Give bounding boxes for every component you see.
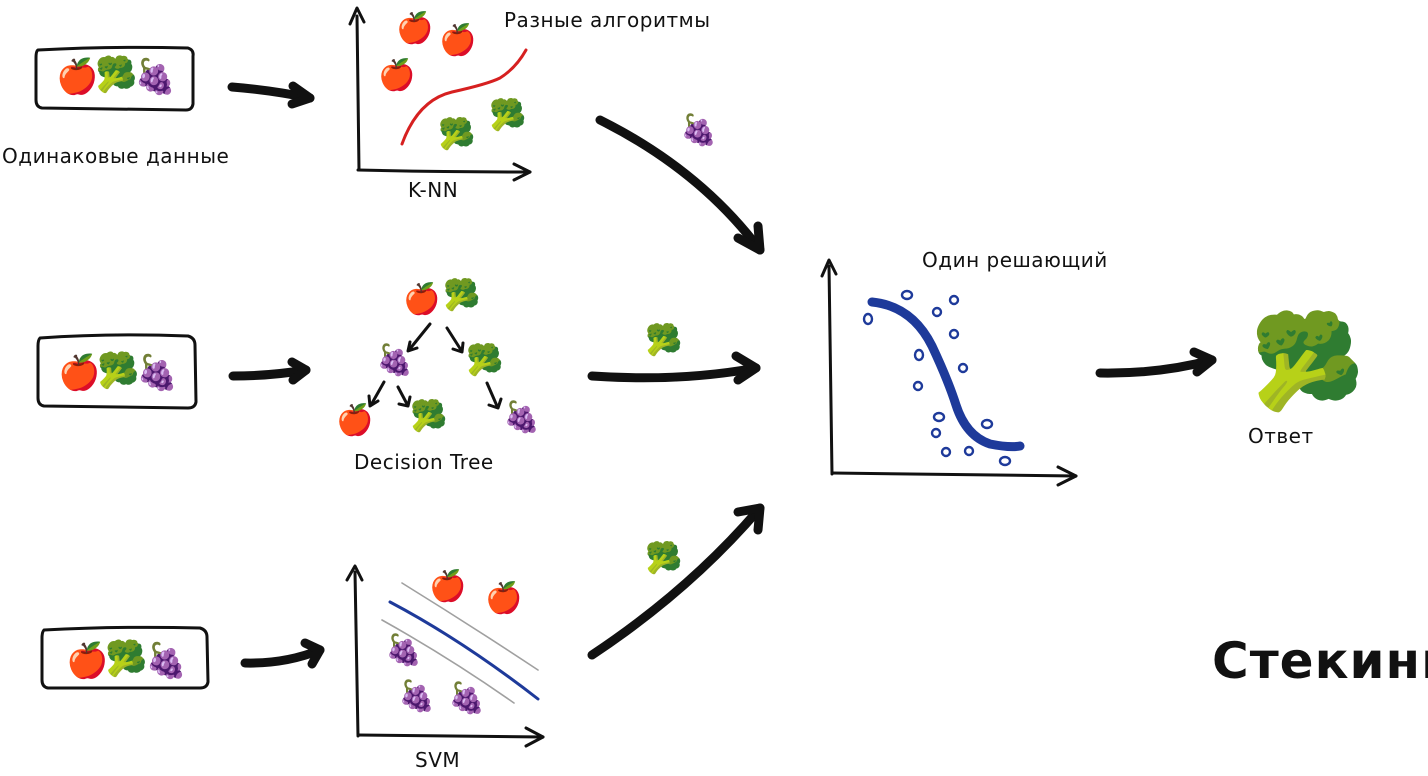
flow-arrow-data1-knn-head bbox=[287, 81, 315, 109]
meta-point bbox=[957, 362, 969, 374]
tree-arrow bbox=[369, 380, 386, 407]
grapes-icon: 🍇 bbox=[448, 681, 486, 716]
label-svm: SVM bbox=[415, 748, 461, 772]
knn-x-axis bbox=[356, 168, 532, 174]
apple-icon: 🍎 bbox=[336, 403, 374, 438]
meta-point bbox=[998, 455, 1012, 467]
apple-icon: 🍎 bbox=[429, 569, 467, 604]
meta-point bbox=[980, 418, 994, 430]
apple-icon: 🍎 bbox=[439, 23, 477, 58]
label-knn: K-NN bbox=[408, 178, 459, 202]
broccoli-icon: 🥦 bbox=[410, 399, 448, 434]
meta-point bbox=[930, 427, 942, 439]
flow-arrow-meta-answer bbox=[1095, 355, 1217, 378]
apple-icon: 🍎 bbox=[56, 57, 99, 97]
flow-arrow-tree-meta-head bbox=[731, 351, 761, 385]
tree-arrow bbox=[397, 395, 412, 408]
tree-arrow bbox=[487, 397, 503, 410]
meta-point bbox=[913, 348, 925, 362]
apple-icon: 🍎 bbox=[485, 581, 523, 616]
tree-arrow bbox=[445, 326, 463, 352]
meta-y-axis bbox=[827, 264, 834, 476]
knn-y-axis bbox=[355, 14, 361, 172]
label-answer: Ответ bbox=[1248, 424, 1314, 448]
broccoli-icon: 🥦 bbox=[105, 639, 148, 679]
meta-y-arrowhead bbox=[820, 258, 838, 278]
meta-point bbox=[900, 289, 914, 301]
svm-x-axis bbox=[356, 733, 545, 739]
meta-point bbox=[948, 328, 960, 340]
broccoli-icon: 🥦 bbox=[97, 351, 140, 391]
meta-x-arrowhead bbox=[1056, 465, 1078, 487]
label-decision-tree: Decision Tree bbox=[354, 450, 494, 474]
svm-y-axis bbox=[353, 570, 360, 738]
meta-point bbox=[948, 294, 960, 306]
meta-x-axis bbox=[830, 471, 1078, 478]
tree-arrow bbox=[406, 340, 419, 353]
label-same-data: Одинаковые данные bbox=[2, 144, 230, 168]
meta-point bbox=[963, 445, 975, 457]
meta-model-curve bbox=[867, 297, 1025, 452]
tree-arrow bbox=[451, 341, 465, 354]
broccoli-icon: 🥦 bbox=[645, 541, 683, 576]
flow-arrow-tree-meta bbox=[587, 363, 761, 383]
apple-icon: 🍎 bbox=[58, 353, 101, 393]
apple-icon: 🍎 bbox=[378, 58, 416, 93]
broccoli-icon: 🥦 bbox=[466, 343, 504, 378]
flow-arrow-svm-meta-head bbox=[733, 503, 765, 535]
broccoli-icon: 🥦 bbox=[438, 117, 476, 152]
data-box-2 bbox=[36, 333, 198, 410]
apple-icon: 🍎 bbox=[403, 282, 441, 317]
flow-arrow-data2-tree-head bbox=[287, 357, 311, 385]
broccoli-icon: 🥦 bbox=[489, 98, 527, 133]
meta-point bbox=[932, 411, 946, 423]
knn-x-arrowhead bbox=[512, 162, 532, 182]
grapes-icon: 🍇 bbox=[145, 641, 188, 681]
knn-decision-boundary bbox=[400, 48, 528, 146]
svm-margin-upper bbox=[401, 582, 539, 671]
grapes-icon: 🍇 bbox=[503, 400, 541, 435]
flow-arrow-svm-meta bbox=[587, 503, 765, 660]
broccoli-icon: 🥦 bbox=[95, 55, 138, 95]
knn-y-arrowhead bbox=[348, 6, 366, 26]
apple-icon: 🍎 bbox=[396, 11, 434, 46]
svm-decision-boundary bbox=[388, 600, 540, 701]
data-box-3 bbox=[40, 625, 210, 690]
grapes-icon: 🍇 bbox=[376, 343, 414, 378]
flow-arrow-knn-meta-head bbox=[733, 221, 765, 255]
meta-point bbox=[940, 446, 952, 458]
tree-arrow bbox=[367, 394, 380, 408]
broccoli-icon: 🥦 bbox=[1250, 308, 1365, 415]
grapes-icon: 🍇 bbox=[134, 57, 177, 97]
grapes-icon: 🍇 bbox=[398, 679, 436, 714]
title-stacking: Стекинг bbox=[1212, 632, 1428, 690]
tree-arrow bbox=[396, 385, 409, 406]
meta-point bbox=[931, 306, 943, 318]
apple-icon: 🍎 bbox=[66, 641, 109, 681]
svm-x-arrowhead bbox=[524, 726, 545, 748]
grapes-icon: 🍇 bbox=[136, 353, 179, 393]
grapes-icon: 🍇 bbox=[385, 633, 423, 668]
meta-point bbox=[912, 380, 924, 392]
flow-arrow-meta-answer-head bbox=[1189, 347, 1217, 377]
tree-arrow bbox=[485, 381, 499, 408]
label-meta-model: Один решающий bbox=[922, 248, 1108, 272]
svm-margin-lower bbox=[381, 619, 515, 704]
svm-y-arrowhead bbox=[345, 564, 364, 582]
meta-point bbox=[862, 312, 874, 326]
flow-arrow-knn-meta bbox=[595, 115, 765, 255]
data-box-1 bbox=[34, 45, 195, 112]
broccoli-icon: 🥦 bbox=[645, 323, 683, 358]
broccoli-icon: 🥦 bbox=[443, 278, 481, 313]
tree-arrow bbox=[407, 322, 432, 352]
label-different-algorithms: Разные алгоритмы bbox=[504, 8, 711, 32]
flow-arrow-data3-svm-head bbox=[300, 638, 325, 669]
grapes-icon: 🍇 bbox=[680, 113, 718, 148]
